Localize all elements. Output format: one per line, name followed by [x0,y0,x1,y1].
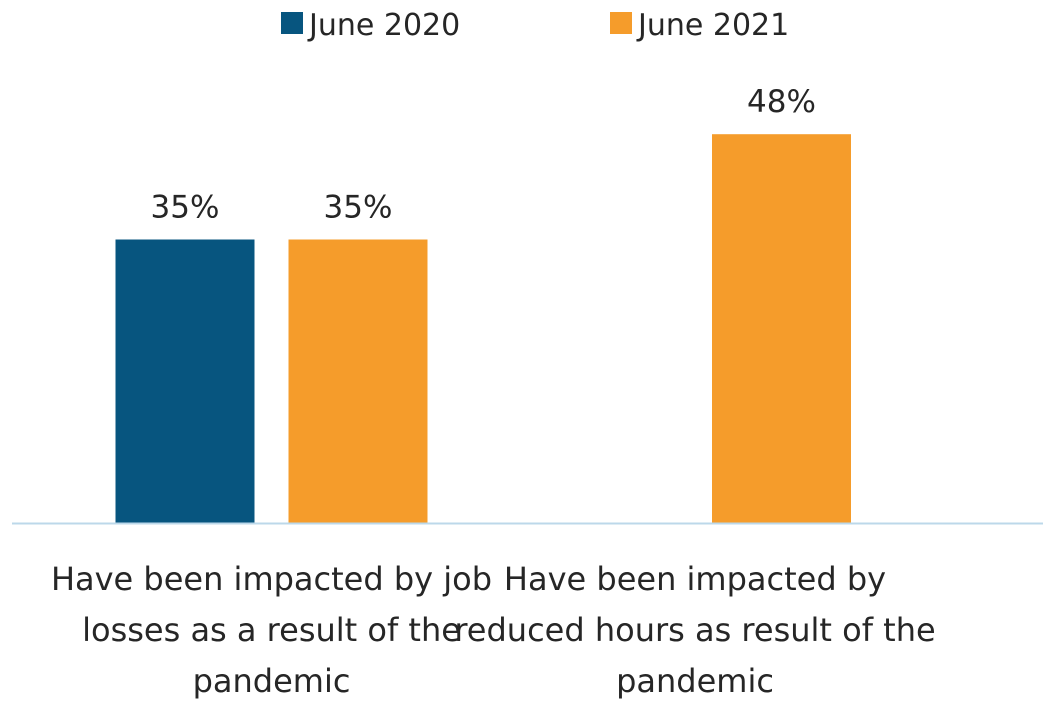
legend-label-1: June 2020 [307,8,460,43]
category-label-line: Have been impacted by job [51,560,492,598]
data-labels-group: 35% 35% 48% [151,84,816,225]
legend-label-2: June 2021 [636,8,789,43]
data-label-2-1: 35% [324,190,393,226]
category-labels-group: Have been impacted by job losses as a res… [51,560,936,700]
category-label-2: Have been impacted by reduced hours as re… [454,560,935,700]
chart-legend: June 2020 June 2021 [281,8,789,43]
category-label-line: losses as a result of the [82,611,461,649]
bar-1-1 [115,239,255,523]
bar-series-group [115,134,851,523]
category-label-1: Have been impacted by job losses as a res… [51,560,492,700]
data-label-2-2: 48% [747,84,816,120]
bar-2-2 [712,134,851,523]
legend-swatch-1 [281,12,303,34]
legend-swatch-2 [610,12,632,34]
category-label-line: pandemic [616,662,774,700]
bar-2-1 [288,239,428,523]
category-label-line: reduced hours as result of the [454,611,935,649]
data-label-1-1: 35% [151,190,220,226]
category-label-line: pandemic [193,662,351,700]
category-label-line: Have been impacted by [504,560,886,598]
